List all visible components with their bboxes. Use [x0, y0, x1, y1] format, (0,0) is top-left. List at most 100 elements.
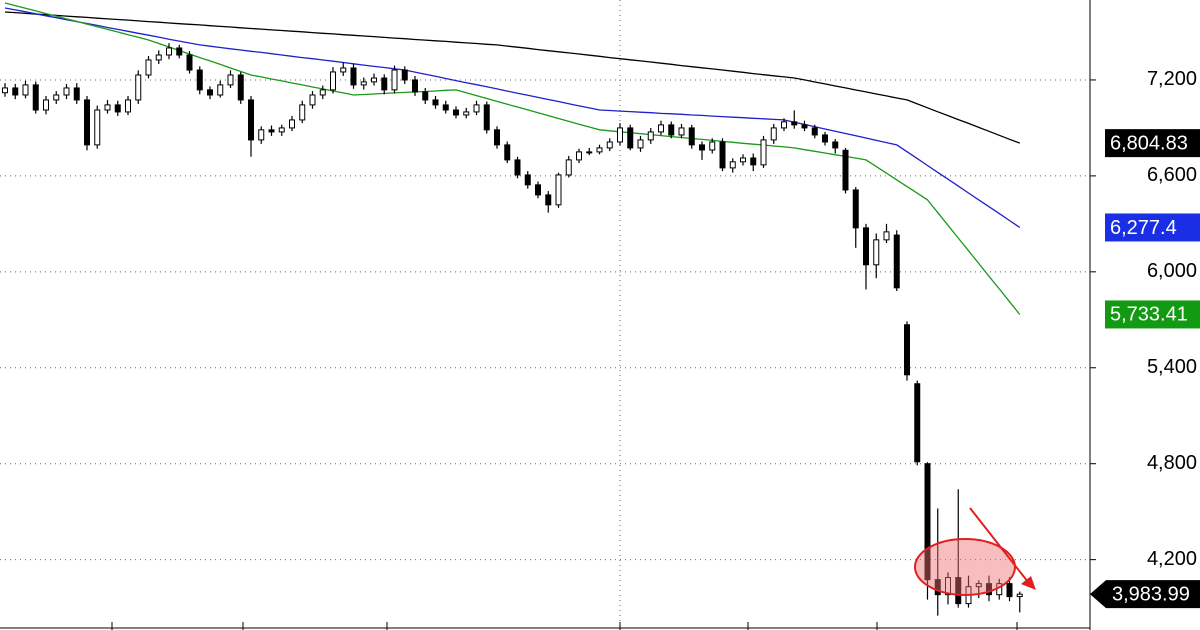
- price-tag-label: 5,733.41: [1110, 304, 1188, 326]
- last-close-label: 3,983.99: [1112, 583, 1190, 605]
- candle-body: [535, 184, 541, 196]
- candle-body: [986, 583, 992, 596]
- candle-body: [647, 131, 654, 141]
- candle-body: [412, 79, 418, 93]
- candle-body: [801, 124, 808, 129]
- price-tag: [1105, 300, 1200, 329]
- y-tick-label: 5,400: [1147, 356, 1197, 378]
- candle-body: [196, 69, 203, 91]
- last-close-tag: [1090, 580, 1200, 609]
- candle-body: [494, 129, 500, 146]
- candle-body: [53, 94, 60, 101]
- candle-body: [309, 94, 316, 106]
- candle-body: [401, 69, 408, 81]
- y-tick-label: 6,000: [1147, 260, 1197, 282]
- candle-body: [842, 149, 849, 191]
- candle-body: [207, 89, 213, 96]
- candle-body: [330, 71, 336, 91]
- candle-body: [658, 124, 664, 133]
- candle-body: [289, 119, 295, 129]
- candle-body: [914, 383, 921, 463]
- candle-body: [166, 47, 172, 56]
- x-axis-ticks: [111, 622, 1018, 630]
- candle-body: [770, 127, 777, 141]
- grid: [0, 79, 1090, 561]
- candle-body: [883, 231, 890, 241]
- candle-body: [934, 579, 941, 596]
- candle-body: [678, 127, 685, 136]
- candle-body: [319, 89, 326, 96]
- candle-body: [586, 151, 593, 154]
- candle-body: [258, 129, 265, 141]
- moving-average-line: [4, 11, 1021, 144]
- candle-body: [729, 161, 736, 169]
- candles: [2, 43, 1023, 616]
- candle-body: [514, 159, 521, 176]
- y-tick-label: 6,600: [1147, 164, 1197, 186]
- candle-body: [176, 47, 183, 56]
- candle-body: [43, 99, 49, 111]
- moving-average-line: [4, 2, 1021, 315]
- candle-body: [73, 87, 80, 101]
- candle-body: [432, 99, 439, 106]
- candle-body: [268, 129, 275, 133]
- y-tick-label: 4,800: [1147, 452, 1197, 474]
- candle-body: [555, 174, 562, 206]
- candle-body: [606, 141, 613, 149]
- candle-body: [278, 127, 285, 133]
- price-tag: [1105, 213, 1200, 242]
- y-tick-label: 4,200: [1147, 548, 1197, 570]
- candle-body: [719, 141, 726, 169]
- candle-body: [381, 77, 388, 91]
- candle-body: [873, 239, 880, 266]
- candle-body: [248, 99, 254, 141]
- candle-body: [924, 463, 931, 581]
- price-tag-label: 6,277.4: [1110, 217, 1177, 239]
- candle-body: [104, 104, 111, 111]
- price-tag: [1105, 129, 1200, 158]
- candle-body: [688, 127, 695, 146]
- candle-body: [299, 104, 306, 121]
- candle-body: [442, 104, 449, 111]
- candle-body: [740, 157, 746, 163]
- y-tick-label: 7,200: [1147, 68, 1197, 90]
- candle-body: [545, 194, 552, 206]
- candle-body: [627, 127, 634, 149]
- candle-body: [422, 91, 429, 101]
- candle-body: [84, 99, 90, 146]
- candle-body: [217, 84, 224, 96]
- candle-body: [155, 54, 162, 61]
- candle-body: [955, 577, 962, 605]
- candle-body: [32, 84, 39, 111]
- candle-body: [596, 147, 603, 153]
- candle-body: [565, 159, 572, 176]
- candle-body: [360, 81, 367, 86]
- candle-body: [863, 227, 869, 266]
- moving-average-line: [4, 7, 1021, 229]
- candle-body: [781, 121, 787, 129]
- candle-body: [12, 87, 19, 96]
- candle-body: [350, 67, 357, 86]
- candle-body: [750, 157, 757, 166]
- y-axis: 4,200 4,800 5,400 6,000 6,600 7,200 6,804.83 6,…: [1090, 68, 1200, 609]
- candle-body: [145, 59, 152, 76]
- price-tag-label: 6,804.83: [1110, 132, 1188, 154]
- candle-body: [125, 99, 131, 113]
- candle-body: [114, 104, 121, 113]
- candle-body: [63, 87, 70, 96]
- candle-body: [453, 109, 459, 116]
- candle-body: [852, 189, 859, 229]
- candle-body: [699, 144, 705, 151]
- candle-body: [576, 151, 582, 161]
- candle-body: [391, 69, 398, 91]
- candle-body: [504, 144, 511, 161]
- candle-body: [340, 67, 347, 73]
- candle-body: [637, 139, 644, 149]
- candle-body: [22, 84, 29, 96]
- candle-body: [893, 234, 900, 289]
- candle-body: [975, 583, 982, 588]
- candle-body: [822, 134, 828, 143]
- candle-body: [186, 54, 193, 71]
